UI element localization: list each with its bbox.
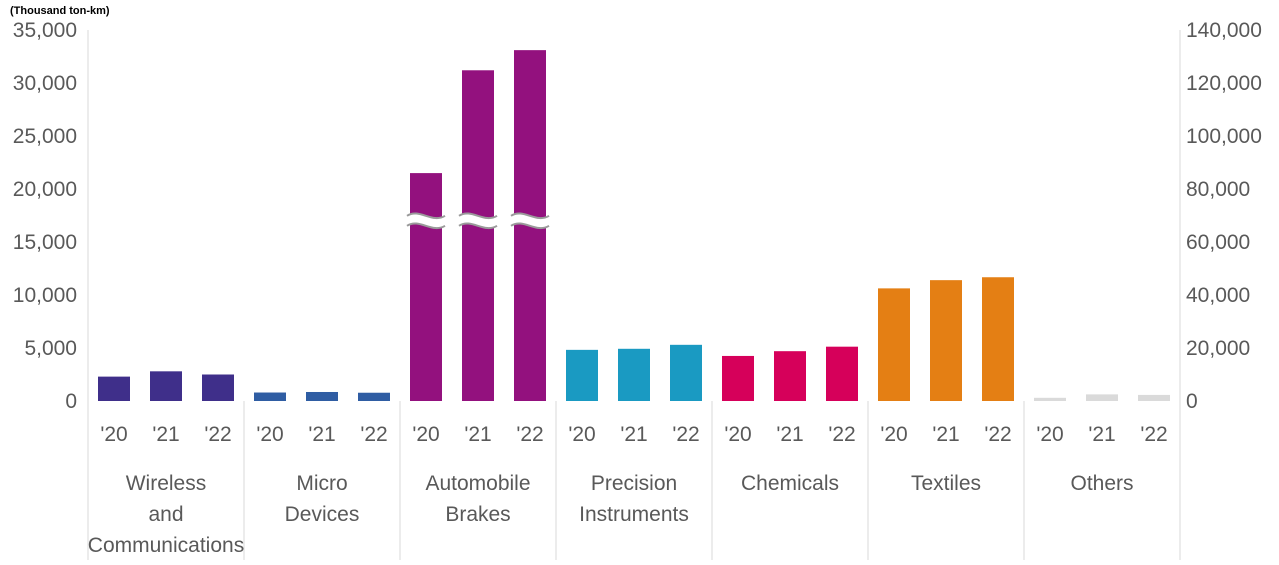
bar bbox=[358, 392, 390, 401]
category-label: Micro Devices bbox=[285, 472, 360, 526]
year-label: '20 bbox=[100, 423, 127, 446]
left-axis-ticks: 0 5,000 10,000 15,000 20,000 25,000 30,000 35,0… bbox=[13, 19, 77, 413]
axis-break-gap bbox=[459, 213, 497, 229]
right-axis-ticks: 0 20,000 40,000 60,000 80,000 100,000 120,000 1… bbox=[1186, 19, 1262, 413]
axis-break-line bbox=[510, 212, 550, 220]
year-label: '20 bbox=[568, 423, 595, 446]
category-label: Automobile Brakes bbox=[425, 472, 530, 526]
bar bbox=[930, 280, 962, 401]
bar bbox=[1138, 394, 1170, 401]
axis-break-line bbox=[510, 222, 550, 230]
category-label: Wireless and Communications bbox=[88, 472, 244, 557]
axis-break-line bbox=[406, 212, 446, 220]
axis-breaks bbox=[406, 212, 550, 230]
bar bbox=[878, 288, 910, 401]
axis-break-gap bbox=[511, 213, 549, 229]
left-tick-label: 35,000 bbox=[13, 19, 77, 42]
year-label: '21 bbox=[776, 423, 803, 446]
year-label: '22 bbox=[360, 423, 387, 446]
bars bbox=[98, 50, 1170, 401]
right-tick-label: 140,000 bbox=[1186, 19, 1262, 42]
category-label: Chemicals bbox=[741, 472, 839, 495]
bar bbox=[462, 70, 494, 401]
axis-break-line bbox=[458, 222, 498, 230]
axes bbox=[87, 30, 1181, 560]
right-tick-label: 0 bbox=[1186, 390, 1198, 413]
axis-break-line bbox=[406, 222, 446, 230]
right-tick-label: 40,000 bbox=[1186, 284, 1250, 307]
bar bbox=[254, 392, 286, 401]
left-tick-label: 30,000 bbox=[13, 72, 77, 95]
bar bbox=[202, 374, 234, 401]
year-label: '21 bbox=[308, 423, 335, 446]
category-label: Precision Instruments bbox=[579, 472, 689, 526]
year-label: '21 bbox=[1088, 423, 1115, 446]
category-label: Textiles bbox=[911, 472, 981, 495]
category-labels: Wireless and Communications Micro Devices Aut… bbox=[88, 472, 1134, 557]
left-tick-label: 0 bbox=[65, 390, 77, 413]
right-tick-label: 120,000 bbox=[1186, 72, 1262, 95]
bar bbox=[1086, 394, 1118, 401]
category-label: Others bbox=[1070, 472, 1133, 495]
right-tick-label: 60,000 bbox=[1186, 231, 1250, 254]
bar bbox=[670, 344, 702, 401]
year-label: '22 bbox=[204, 423, 231, 446]
right-tick-label: 80,000 bbox=[1186, 178, 1250, 201]
year-labels: '20 '21 '22 '20 '21 '22 '20 '21 '22 '20 '21 '22 '20 '… bbox=[100, 423, 1167, 446]
left-tick-label: 15,000 bbox=[13, 231, 77, 254]
left-tick-label: 5,000 bbox=[24, 337, 77, 360]
bar bbox=[826, 346, 858, 401]
bar bbox=[1034, 397, 1066, 401]
year-label: '20 bbox=[256, 423, 283, 446]
axis-break-gap bbox=[407, 213, 445, 229]
year-label: '20 bbox=[880, 423, 907, 446]
year-label: '21 bbox=[932, 423, 959, 446]
bar bbox=[982, 277, 1014, 401]
year-label: '21 bbox=[464, 423, 491, 446]
bar bbox=[566, 349, 598, 401]
right-tick-label: 100,000 bbox=[1186, 125, 1262, 148]
year-label: '21 bbox=[620, 423, 647, 446]
year-label: '22 bbox=[828, 423, 855, 446]
year-label: '22 bbox=[984, 423, 1011, 446]
year-label: '21 bbox=[152, 423, 179, 446]
bar bbox=[98, 376, 130, 401]
bar bbox=[150, 371, 182, 401]
bar bbox=[618, 348, 650, 401]
unit-label: (Thousand ton-km) bbox=[10, 5, 110, 17]
bar bbox=[306, 391, 338, 401]
year-label: '22 bbox=[672, 423, 699, 446]
left-tick-label: 25,000 bbox=[13, 125, 77, 148]
bar bbox=[774, 351, 806, 401]
axis-break-line bbox=[458, 212, 498, 220]
year-label: '20 bbox=[412, 423, 439, 446]
year-label: '20 bbox=[1036, 423, 1063, 446]
right-tick-label: 20,000 bbox=[1186, 337, 1250, 360]
left-tick-label: 20,000 bbox=[13, 178, 77, 201]
year-label: '22 bbox=[516, 423, 543, 446]
bar bbox=[410, 173, 442, 401]
year-label: '22 bbox=[1140, 423, 1167, 446]
left-tick-label: 10,000 bbox=[13, 284, 77, 307]
year-label: '20 bbox=[724, 423, 751, 446]
bar bbox=[722, 355, 754, 401]
